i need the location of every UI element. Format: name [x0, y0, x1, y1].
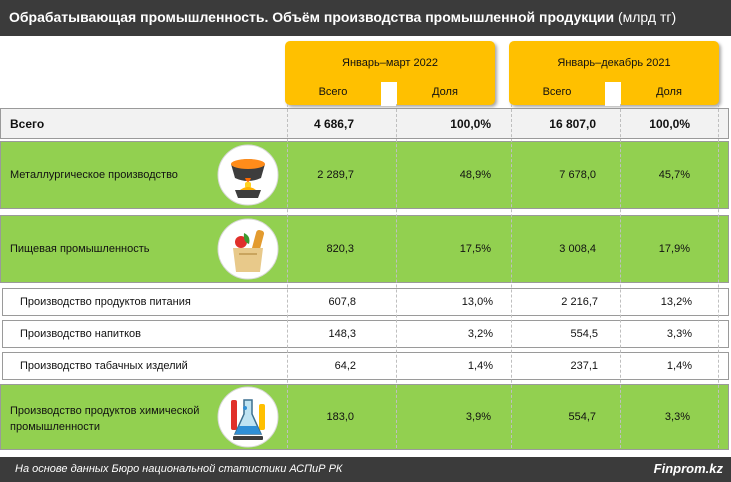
table-row-food-industry: Пищевая промышленность 820,3 17,5% 3 008…	[0, 215, 729, 283]
cell-y-share: 3,3%	[664, 411, 690, 423]
row-label-line: Производство продуктов химической	[10, 405, 200, 417]
cell-q1-total: 820,3	[326, 243, 354, 255]
cell-q1-total: 183,0	[326, 411, 354, 423]
grocery-bag-icon	[217, 218, 279, 280]
source-note: На основе данных Бюро национальной стати…	[15, 463, 343, 475]
brand-logo: Finprom.kz	[653, 461, 723, 476]
cell-q1-total: 607,8	[328, 296, 356, 308]
row-label: Пищевая промышленность	[10, 243, 150, 255]
table-row-total: Всего 4 686,7 100,0% 16 807,0 100,0%	[0, 108, 729, 139]
column-divider	[718, 104, 719, 448]
table-row-food-products: Производство продуктов питания 607,8 13,…	[2, 288, 729, 316]
title-text: Обрабатывающая промышленность. Объём про…	[9, 9, 615, 25]
cell-y-share: 3,3%	[666, 328, 692, 340]
period-header-q1-2022: Январь–март 2022 Всего Доля	[285, 41, 495, 106]
cell-q1-share: 1,4%	[467, 360, 493, 372]
column-divider	[511, 104, 512, 448]
cell-y-total: 554,5	[570, 328, 598, 340]
cell-q1-total: 2 289,7	[317, 169, 354, 181]
column-divider	[287, 104, 288, 448]
cell-q1-share: 3,9%	[465, 411, 491, 423]
column-label-share: Доля	[432, 86, 458, 98]
cell-q1-share: 48,9%	[459, 169, 491, 181]
cell-y-total: 2 216,7	[561, 296, 598, 308]
chemistry-flask-icon	[217, 386, 279, 448]
period-header-2021: Январь–декабрь 2021 Всего Доля	[509, 41, 719, 106]
row-label: Всего	[10, 117, 45, 131]
table-row-metallurgy: Металлургическое производство 2 289,7 48…	[0, 141, 729, 209]
cell-q1-share: 3,2%	[467, 328, 493, 340]
tab-notch	[605, 82, 621, 106]
cell-y-share: 45,7%	[658, 169, 690, 181]
row-label: Производство напитков	[20, 328, 142, 340]
table-row-chemicals: Производство продуктов химической промыш…	[0, 384, 729, 450]
cell-q1-share: 100,0%	[450, 117, 491, 131]
cell-q1-share: 13,0%	[461, 296, 493, 308]
column-divider	[620, 104, 621, 448]
cell-q1-total: 4 686,7	[313, 117, 354, 131]
footer-bar: На основе данных Бюро национальной стати…	[0, 457, 731, 482]
column-label-total: Всего	[542, 86, 572, 98]
cell-y-total: 7 678,0	[559, 169, 596, 181]
title-unit: (млрд тг)	[617, 9, 677, 25]
cell-q1-share: 17,5%	[459, 243, 491, 255]
cell-y-total: 16 807,0	[549, 117, 596, 131]
column-divider	[396, 104, 397, 448]
cell-y-total: 237,1	[570, 360, 598, 372]
row-label-line: промышленности	[10, 421, 100, 433]
row-label: Производство табачных изделий	[20, 360, 188, 372]
row-label: Металлургическое производство	[10, 169, 178, 181]
cell-y-share: 1,4%	[666, 360, 692, 372]
period-title: Январь–март 2022	[342, 57, 438, 69]
tab-notch	[381, 82, 397, 106]
table-row-beverages: Производство напитков 148,3 3,2% 554,5 3…	[2, 320, 729, 348]
cell-y-share: 100,0%	[649, 117, 690, 131]
cell-q1-total: 148,3	[328, 328, 356, 340]
column-label-total: Всего	[318, 86, 348, 98]
metal-ladle-icon	[217, 144, 279, 206]
table-row-tobacco: Производство табачных изделий 64,2 1,4% …	[2, 352, 729, 380]
period-title: Январь–декабрь 2021	[557, 57, 671, 69]
cell-y-share: 17,9%	[658, 243, 690, 255]
cell-y-share: 13,2%	[660, 296, 692, 308]
row-label: Производство продуктов питания	[20, 296, 191, 308]
cell-y-total: 554,7	[568, 411, 596, 423]
cell-q1-total: 64,2	[334, 360, 356, 372]
row-label: Производство продуктов химической промыш…	[10, 403, 199, 435]
page-title: Обрабатывающая промышленность. Объём про…	[0, 0, 731, 36]
cell-y-total: 3 008,4	[559, 243, 596, 255]
column-label-share: Доля	[656, 86, 682, 98]
